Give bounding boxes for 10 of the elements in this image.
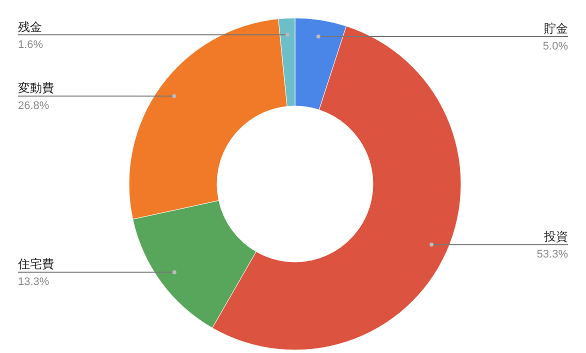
slice-label: 住宅費 (17, 257, 54, 272)
slice-label: 残金 (18, 20, 42, 34)
data-label: 5.0% (542, 40, 568, 52)
slice-label: 変動費 (18, 81, 54, 96)
data-label: 13.3% (18, 276, 50, 288)
slice-label: 投資 (543, 230, 568, 244)
slice-label: 貯金 (544, 21, 568, 36)
data-label: 53.3% (536, 248, 568, 261)
data-label: 26.8% (18, 100, 50, 112)
data-label: 1.6% (18, 38, 44, 51)
